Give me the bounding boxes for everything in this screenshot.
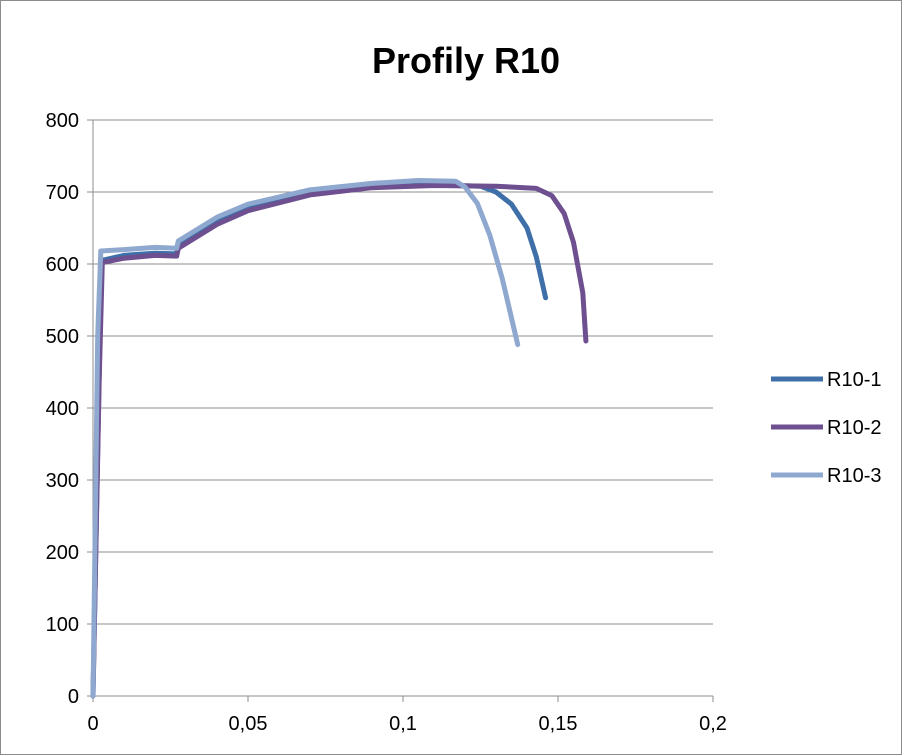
chart-title: Profily R10 xyxy=(372,40,560,81)
y-tick-label: 300 xyxy=(46,470,79,492)
series-lines xyxy=(90,178,589,699)
x-tick-label: 0,15 xyxy=(539,713,578,735)
y-tick-label: 100 xyxy=(46,614,79,636)
legend: R10-1 R10-2 R10-3 xyxy=(771,369,881,487)
x-tick-label: 0,1 xyxy=(389,713,417,735)
y-tick-labels: 0 100 200 300 400 500 600 700 800 xyxy=(46,110,79,708)
x-tick-label: 0,05 xyxy=(229,713,268,735)
series-line-r10-3 xyxy=(90,178,521,699)
y-tick-label: 400 xyxy=(46,398,79,420)
y-tick-label: 200 xyxy=(46,542,79,564)
x-tick-labels: 0 0,05 0,1 0,15 0,2 xyxy=(87,713,726,735)
gridlines xyxy=(93,119,713,625)
y-tick-label: 800 xyxy=(46,110,79,132)
y-tick-label: 0 xyxy=(68,686,79,708)
legend-label-r10-2: R10-2 xyxy=(827,417,881,439)
y-tick-label: 600 xyxy=(46,254,79,276)
x-tick-label: 0 xyxy=(87,713,98,735)
legend-label-r10-1: R10-1 xyxy=(827,369,881,391)
axes xyxy=(87,119,714,702)
series-line-r10-1 xyxy=(90,182,549,699)
y-tick-label: 700 xyxy=(46,182,79,204)
legend-label-r10-3: R10-3 xyxy=(827,465,881,487)
x-tick-label: 0,2 xyxy=(699,713,727,735)
series-line-r10-2 xyxy=(90,183,589,699)
y-tick-label: 500 xyxy=(46,326,79,348)
